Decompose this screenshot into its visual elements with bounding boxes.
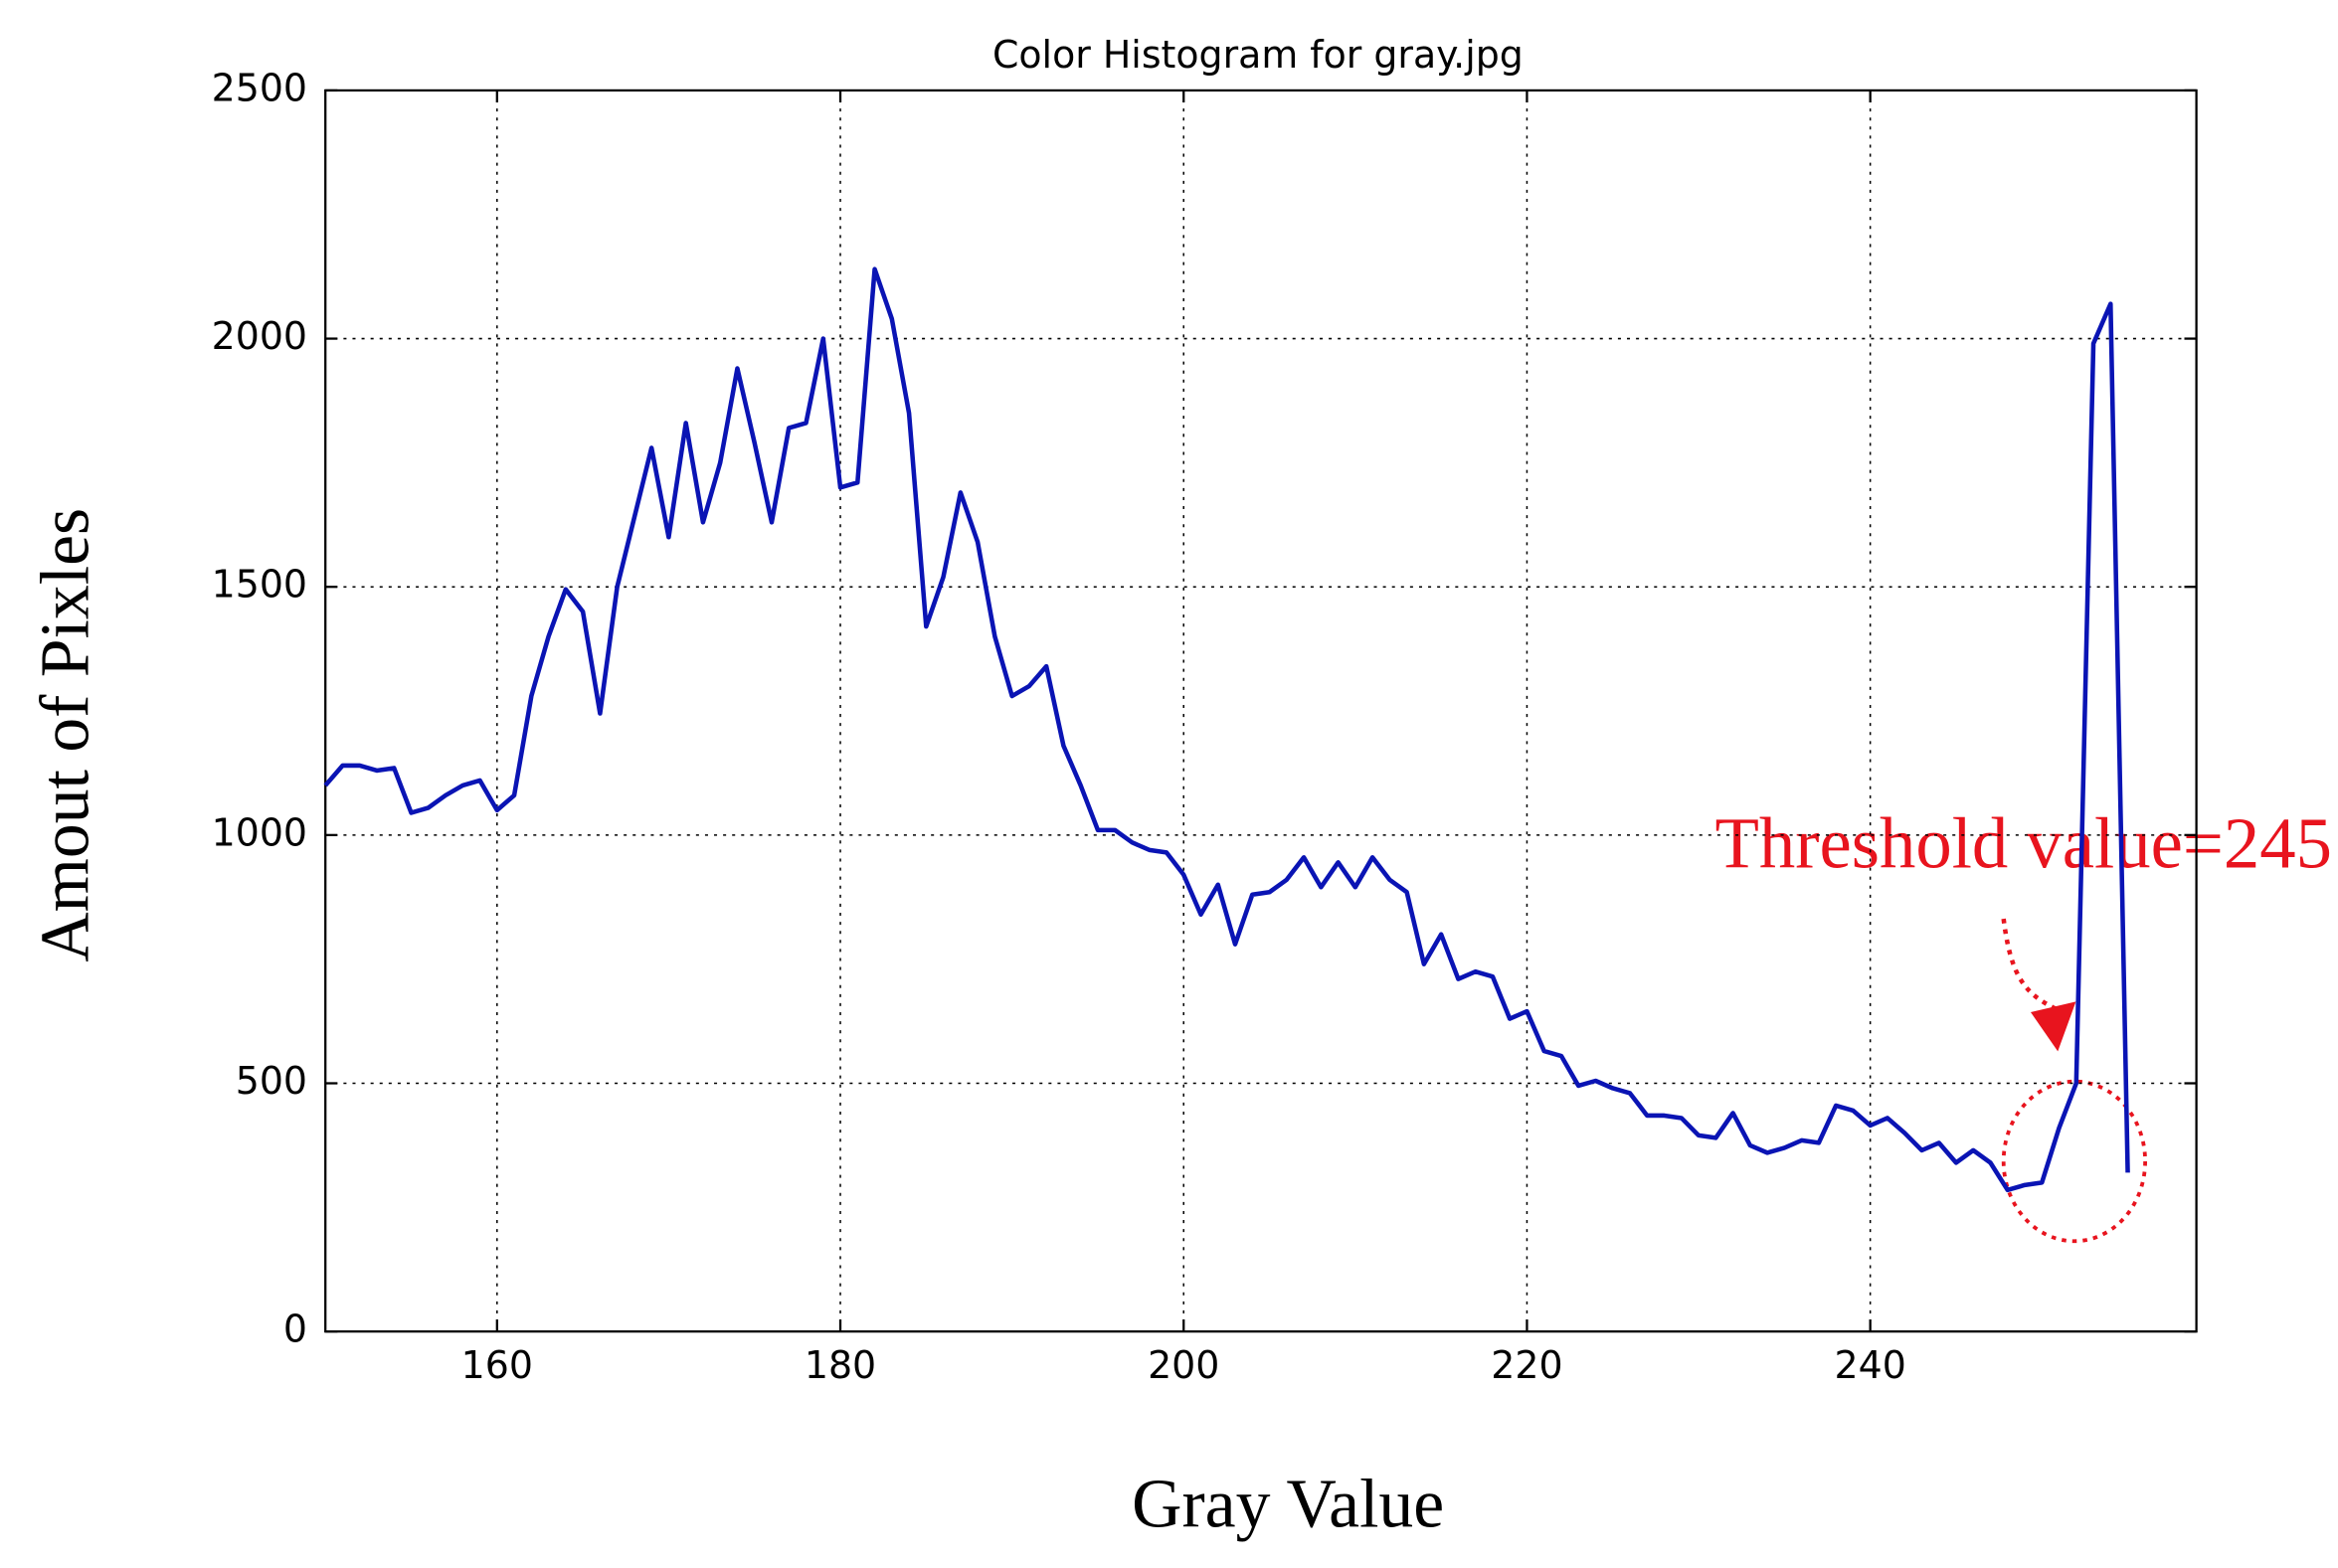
x-tick-label: 240 [1835, 1343, 1906, 1387]
x-axis-label: Gray Value [1132, 1466, 1444, 1542]
annotation-arrowhead [2030, 1001, 2076, 1052]
data-line [323, 266, 2130, 1193]
y-tick-label: 0 [283, 1307, 307, 1351]
x-tick-label: 180 [805, 1343, 876, 1387]
x-tick-label: 160 [461, 1343, 533, 1387]
y-tick-label: 2000 [212, 314, 307, 358]
x-tick-label: 220 [1491, 1343, 1562, 1387]
y-tick-label: 2500 [212, 66, 307, 109]
y-tick-label: 1000 [212, 810, 307, 854]
annotation: Threshold value=245 [1714, 803, 2331, 884]
y-tick-label: 1500 [212, 563, 307, 607]
annotation-arrow [2001, 918, 2058, 1011]
annotation-circle [2001, 1079, 2147, 1244]
x-tick-label: 200 [1148, 1343, 1219, 1387]
plot-frame [324, 88, 2198, 1333]
y-axis-label: Amout of Pixles [28, 508, 104, 962]
y-tick-label: 500 [236, 1059, 307, 1103]
chart-title: Color Histogram for gray.jpg [992, 33, 1524, 77]
